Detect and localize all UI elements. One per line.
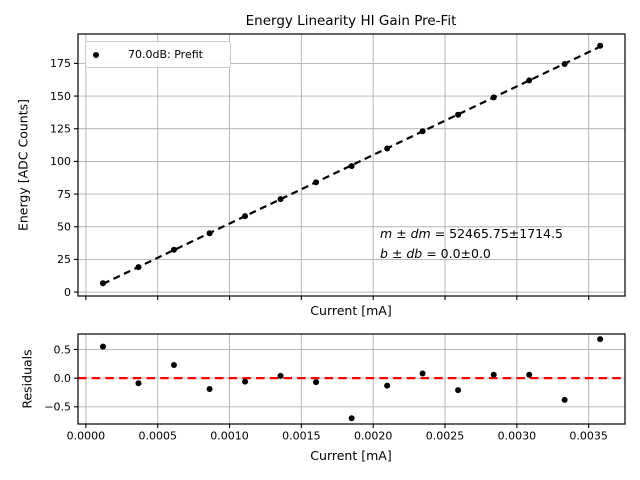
x-tick-label: 0.0020 (354, 430, 393, 443)
x-tick-label: 0.0025 (426, 430, 465, 443)
data-point (99, 343, 106, 350)
data-point (597, 42, 604, 49)
data-point (348, 415, 355, 422)
data-point (277, 196, 284, 203)
y-tick-label: 100 (50, 155, 71, 168)
data-point (170, 246, 177, 253)
data-point (490, 371, 497, 378)
scatter-marker-icon (93, 51, 99, 58)
data-point (277, 372, 284, 379)
axes-border (77, 33, 626, 297)
data-point (597, 336, 604, 343)
fit-annotation-slope: m ± dm = 52465.75±1714.5 (380, 226, 563, 241)
x-axis-label-bottom: Current [mA] (310, 448, 392, 463)
fit-annotation: m ± dm = 52465.75±1714.5 b ± db = 0.0±0.… (380, 224, 563, 264)
axes: 0 25 50 75 100 125 150 175 (50, 33, 626, 300)
y-tick-label: 0.0 (54, 372, 72, 385)
x-tick-label: 0.0030 (498, 430, 537, 443)
y-tick-label: 0.5 (54, 343, 72, 356)
data-point (526, 371, 533, 378)
x-tick-label: 0.0000 (67, 430, 106, 443)
x-tick-label: 0.0005 (138, 430, 177, 443)
y-tick-label: −0.5 (44, 401, 71, 414)
data-point (135, 264, 142, 271)
fit-line (102, 45, 601, 285)
y-tick-label: 125 (50, 123, 71, 136)
data-point (561, 396, 568, 403)
data-point (242, 378, 249, 385)
data-point (170, 361, 177, 368)
data-point (348, 163, 355, 170)
data-point (526, 77, 533, 84)
axes-border (77, 333, 626, 425)
y-tick-label: 175 (50, 57, 71, 70)
y-tick-label: 25 (57, 253, 71, 266)
x-tick-label: 0.0015 (282, 430, 321, 443)
chart-title: Energy Linearity HI Gain Pre-Fit (245, 13, 457, 29)
data-point (455, 111, 462, 118)
legend: 70.0dB: Prefit (85, 41, 231, 68)
x-tick-label: 0.0010 (210, 430, 249, 443)
y-tick-label: 50 (57, 221, 71, 234)
data-point (455, 387, 462, 394)
y-axis-label-energy: Energy [ADC Counts] (15, 98, 31, 232)
data-point (419, 370, 426, 377)
data-point (419, 128, 426, 135)
data-point (384, 145, 391, 152)
y-tick-label: 150 (50, 90, 71, 103)
data-point (490, 94, 497, 101)
data-point (561, 61, 568, 68)
y-tick-label: 75 (57, 188, 71, 201)
data-point (313, 379, 320, 386)
data-point (384, 382, 391, 389)
legend-label: 70.0dB: Prefit (128, 48, 203, 61)
x-axis-label-top: Current [mA] (310, 303, 392, 318)
data-point (99, 280, 106, 287)
data-point (313, 179, 320, 186)
y-axis-label-residuals: Residuals (19, 349, 35, 409)
data-point (242, 213, 249, 220)
axes: 0.0000 0.0005 0.0010 0.0015 0.0020 0.0025 0.00… (44, 333, 626, 443)
y-tick-label: 0 (64, 286, 71, 299)
fit-annotation-intercept: b ± db = 0.0±0.0 (380, 246, 491, 261)
data-point (206, 230, 213, 237)
x-tick-label: 0.0035 (569, 430, 608, 443)
data-point (206, 386, 213, 393)
data-point (135, 380, 142, 387)
